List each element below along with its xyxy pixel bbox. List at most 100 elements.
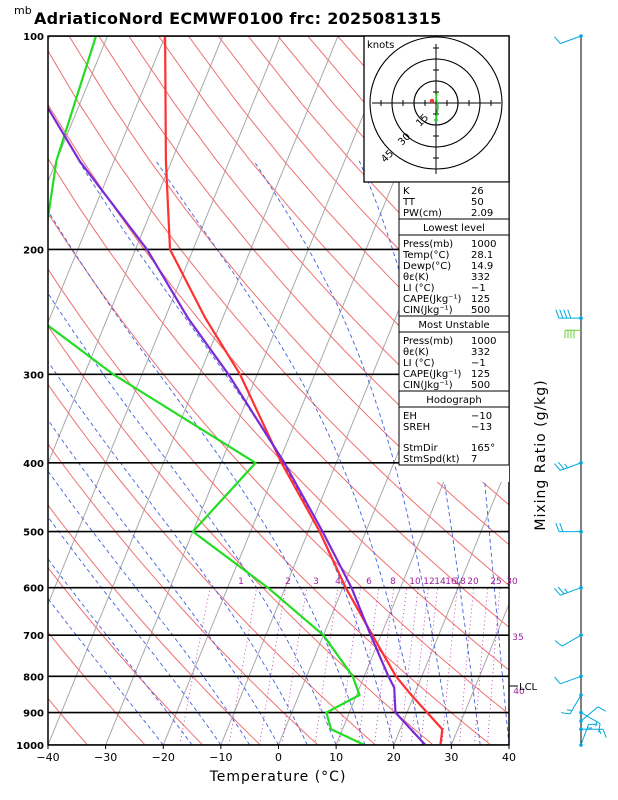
barb-flag (554, 640, 563, 647)
x-tick-label: 20 (387, 751, 401, 764)
barb-half (566, 709, 573, 712)
lowest-level-box-row-value: 125 (471, 294, 490, 305)
chart-title: AdriaticoNord ECMWF0100 frc: 2025081315 (34, 9, 442, 28)
mixing-ratio-label: 2 (285, 577, 291, 587)
dry-adiabat (48, 157, 509, 671)
lowest-level-box-row-label: Press(mb) (403, 239, 453, 250)
barb-dot (579, 585, 583, 590)
barb-flag (559, 309, 564, 319)
barb-dot (579, 34, 583, 38)
hodograph-params-title: Hodograph (426, 395, 481, 406)
barb-half (564, 463, 569, 469)
mixing-ratio-label: 10 (409, 577, 421, 587)
wind-barb (554, 633, 583, 647)
isotherm (393, 461, 509, 745)
most-unstable-box-row-value: 1000 (471, 336, 496, 347)
isotherm (48, 36, 166, 324)
pressure-tick-300: 300 (23, 370, 44, 381)
barb-shaft (560, 675, 582, 685)
hodograph-params-row-label: StmDir (403, 443, 438, 454)
moist-adiabat (48, 558, 193, 745)
mixing-ratio-label: 8 (390, 577, 396, 587)
mixing-ratio-line (474, 587, 489, 745)
lcl-label: LCL (519, 682, 538, 693)
mixing-ratio-line (259, 587, 286, 745)
x-tick-label: −20 (152, 751, 175, 764)
mixing-ratio-title: Mixing Ratio (g/kg) (533, 379, 549, 530)
barb-dot (579, 674, 583, 679)
barb-flag (559, 522, 564, 532)
barb-dot (579, 719, 583, 723)
pressure-tick-900: 900 (23, 709, 44, 720)
dewpoint-line (48, 36, 365, 745)
dry-adiabat (48, 443, 319, 745)
x-tick-label: 30 (444, 751, 458, 764)
lowest-level-box-title: Lowest level (423, 223, 485, 234)
x-tick-label: 10 (329, 751, 343, 764)
hodograph-params-row-value: 7 (471, 454, 477, 465)
hodograph-params-row-label: SREH (403, 422, 430, 433)
hodograph-units: knots (367, 40, 394, 51)
barb-flag (557, 586, 565, 595)
isotherm (450, 602, 509, 745)
barb-flag (561, 712, 571, 715)
moist-adiabat (48, 209, 366, 745)
barb-flag (598, 723, 601, 733)
pressure-tick-1000: 1000 (16, 741, 44, 752)
dry-adiabat (98, 36, 509, 506)
pressure-tick-400: 400 (23, 459, 44, 470)
barb-dot (579, 727, 583, 732)
barb-shaft (569, 694, 582, 715)
lowest-level-box-row-label: Dewp(°C) (403, 261, 451, 272)
most-unstable-box-row-label: θε(K) (403, 347, 429, 358)
barb-shaft (560, 35, 582, 44)
dry-adiabat (48, 268, 492, 745)
wind-barb (554, 34, 583, 44)
most-unstable-box-row-label: CIN(Jkg⁻¹) (403, 380, 453, 391)
moist-adiabat (48, 470, 251, 745)
most-unstable-box-row-label: LI (°C) (403, 358, 435, 369)
lowest-level-box-row-label: LI (°C) (403, 283, 435, 294)
lowest-level-box-row-value: 28.1 (471, 250, 493, 261)
barb-dot (579, 316, 583, 320)
temperature-line (164, 36, 444, 745)
barb-half (564, 588, 569, 593)
dry-adiabat (128, 36, 509, 467)
mixing-ratio-label: 16 (445, 577, 457, 587)
lowest-level-box-row-value: 500 (471, 305, 490, 316)
lowest-level-box-row-value: 332 (471, 272, 490, 283)
moist-adiabat (48, 419, 279, 745)
x-tick-label: 0 (275, 751, 282, 764)
hodograph-params-row-value: −10 (471, 411, 492, 422)
barb-dot (579, 529, 583, 534)
dry-adiabat (68, 36, 509, 546)
mixing-ratio-label: 6 (366, 577, 372, 587)
dry-adiabat (48, 504, 261, 745)
wind-barb (561, 693, 583, 715)
x-tick-label: −40 (36, 751, 59, 764)
hodograph-params-box (398, 390, 510, 466)
barb-flag (555, 522, 560, 532)
most-unstable-box-row-label: Press(mb) (403, 336, 453, 347)
parcel-line (48, 106, 427, 745)
hodograph-trace (435, 92, 439, 121)
barb-shaft (560, 462, 582, 471)
index-value: 50 (471, 197, 484, 208)
barb-shaft (560, 587, 582, 596)
barb-dot (579, 743, 583, 747)
mixing-ratio-label: 30 (506, 577, 518, 587)
pressure-tick-100: 100 (23, 32, 44, 43)
most-unstable-box-title: Most Unstable (418, 320, 489, 331)
moist-adiabat (48, 360, 308, 745)
mixing-ratio-label: 3 (313, 577, 319, 587)
dry-adiabat (48, 325, 434, 745)
barb-flag (567, 309, 572, 319)
mixing-ratio-line (441, 587, 458, 745)
wind-barb (554, 674, 583, 685)
mixing-ratio-label: 1 (238, 577, 244, 587)
x-axis-title: Temperature (°C) (209, 769, 347, 785)
mixing-ratio-label: 20 (467, 577, 479, 587)
barb-flag (554, 588, 561, 596)
moist-adiabat (358, 160, 481, 745)
wind-barb (579, 706, 606, 723)
